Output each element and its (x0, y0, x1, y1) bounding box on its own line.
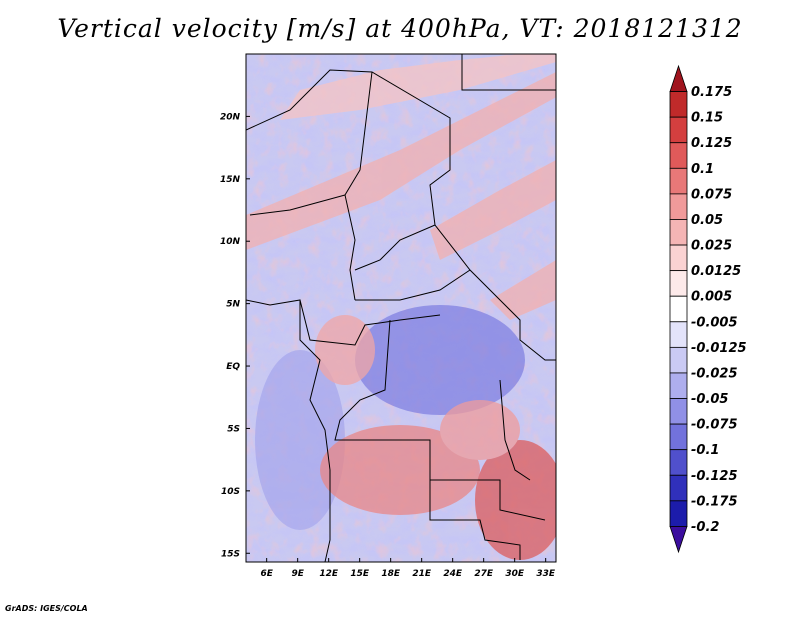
colorbar-label: 0.005 (691, 290, 732, 305)
colorbar-swatch (669, 91, 688, 118)
colorbar-label: -0.125 (691, 469, 738, 484)
colorbar-label: -0.1 (691, 443, 719, 458)
colorbar-swatch (669, 423, 688, 451)
colorbar-swatch (669, 219, 688, 246)
colorbar-label: 0.0125 (691, 264, 741, 279)
y-tick-label: 20N (220, 112, 241, 122)
colorbar-arrow-bottom (669, 526, 688, 554)
y-axis: 20N 15N 10N 5N EQ 5S 10S 15S (220, 112, 250, 559)
colorbar-arrow-top (669, 64, 688, 92)
y-tick-label: 10S (221, 487, 240, 497)
colorbar-label: -0.0125 (691, 341, 747, 356)
x-tick-label: 27E (474, 569, 494, 579)
colorbar-label: 0.15 (691, 111, 723, 126)
y-tick-label: 15N (220, 175, 241, 185)
colorbar-swatch (669, 295, 688, 323)
plot-frame (245, 53, 557, 563)
colorbar-swatch (669, 142, 688, 169)
congo-basin-negative (255, 305, 525, 530)
y-tick-label: 5N (226, 300, 240, 310)
colorbar-label: -0.005 (691, 315, 738, 330)
x-tick-label: 30E (505, 569, 525, 579)
colorbar-swatch (669, 398, 688, 425)
x-axis: 6E 9E 12E 15E 18E 21E 24E 27E 30E 33E (260, 558, 556, 579)
x-tick-label: 9E (291, 569, 304, 579)
x-tick-label: 15E (350, 569, 370, 579)
x-tick-label: 18E (381, 569, 401, 579)
colorbar-swatch (669, 346, 688, 374)
y-tick-label: 10N (220, 237, 241, 247)
y-tick-label: 15S (221, 549, 240, 559)
sahel-positive-bands (246, 54, 556, 320)
x-tick-label: 21E (412, 569, 432, 579)
colorbar-swatch (669, 474, 688, 502)
colorbar-label: -0.05 (691, 392, 728, 407)
chart-title: Vertical velocity [m/s] at 400hPa, VT: 2… (57, 14, 743, 43)
colorbar-swatch (669, 193, 688, 220)
x-tick-label: 33E (536, 569, 556, 579)
grads-credit: GrADS: IGES/COLA (5, 604, 88, 613)
colorbar-label: -0.175 (691, 494, 738, 509)
colorbar-swatch (669, 500, 688, 527)
colorbar-label: 0.075 (691, 187, 732, 202)
colorbar-swatch (669, 321, 688, 348)
colorbar-label: -0.025 (691, 366, 738, 381)
colorbar-label: 0.125 (691, 136, 732, 151)
plot-area (246, 54, 556, 562)
colorbar-label: -0.2 (691, 520, 719, 535)
colorbar-swatch (669, 270, 688, 297)
x-tick-label: 24E (443, 569, 463, 579)
colorbar-label: 0.1 (691, 162, 714, 177)
y-tick-label: 5S (227, 424, 240, 434)
colorbar-swatch (669, 449, 688, 476)
country-borders (246, 54, 556, 562)
colorbar-label: 0.05 (691, 213, 723, 228)
x-tick-label: 12E (319, 569, 339, 579)
colorbar-label: -0.075 (691, 418, 738, 433)
colorbar-swatch (669, 372, 688, 399)
colorbar-label: 0.175 (691, 85, 732, 100)
colorbar-swatch (669, 116, 688, 144)
x-tick-label: 6E (260, 569, 273, 579)
colorbar-swatch (669, 167, 688, 195)
colorbar-swatch (669, 244, 688, 272)
colorbar-label: 0.025 (691, 239, 732, 254)
colorbar: 0.175 0.15 0.125 0.1 0.075 0.05 0.025 0.0125 0.0… (669, 64, 747, 554)
southern-convection-positive (315, 315, 556, 560)
y-tick-label: EQ (226, 362, 240, 372)
